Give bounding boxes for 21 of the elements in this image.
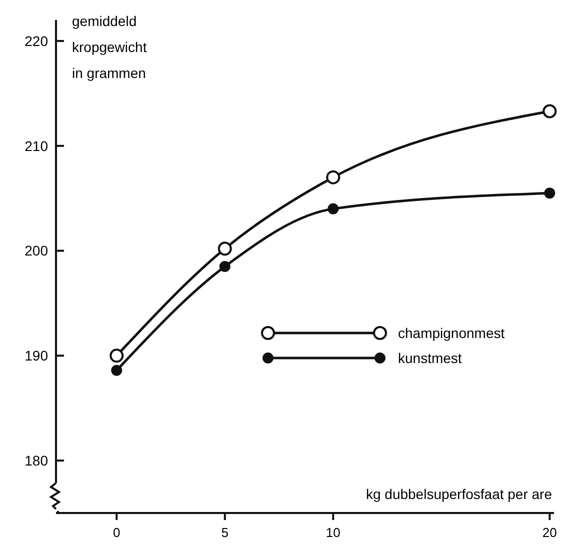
point xyxy=(326,170,340,184)
point xyxy=(111,364,122,376)
y-tick-label: 180 xyxy=(24,452,48,468)
y-tick-label: 210 xyxy=(24,138,48,154)
point xyxy=(110,348,124,363)
y-tick-label: 190 xyxy=(24,348,48,364)
y-tick-label: 220 xyxy=(24,32,48,49)
x-tick-label: 20 xyxy=(542,525,557,540)
y-axis-title: gemiddeld kropgewicht in grammen xyxy=(72,13,147,81)
x-tick-label: 0 xyxy=(113,525,120,540)
y-tick-label: 200 xyxy=(24,242,48,259)
point xyxy=(542,104,557,118)
point xyxy=(544,188,556,199)
point xyxy=(218,242,232,256)
x-tick-label: 10 xyxy=(326,525,340,540)
x-axis-title: kg dubbelsuperfosfaat per are xyxy=(366,486,552,502)
x-tick-label: 5 xyxy=(221,525,229,540)
legend-label: champignonmest xyxy=(398,324,505,341)
point xyxy=(328,203,339,214)
legend-label: kunstmest xyxy=(398,350,462,366)
point xyxy=(219,261,230,272)
